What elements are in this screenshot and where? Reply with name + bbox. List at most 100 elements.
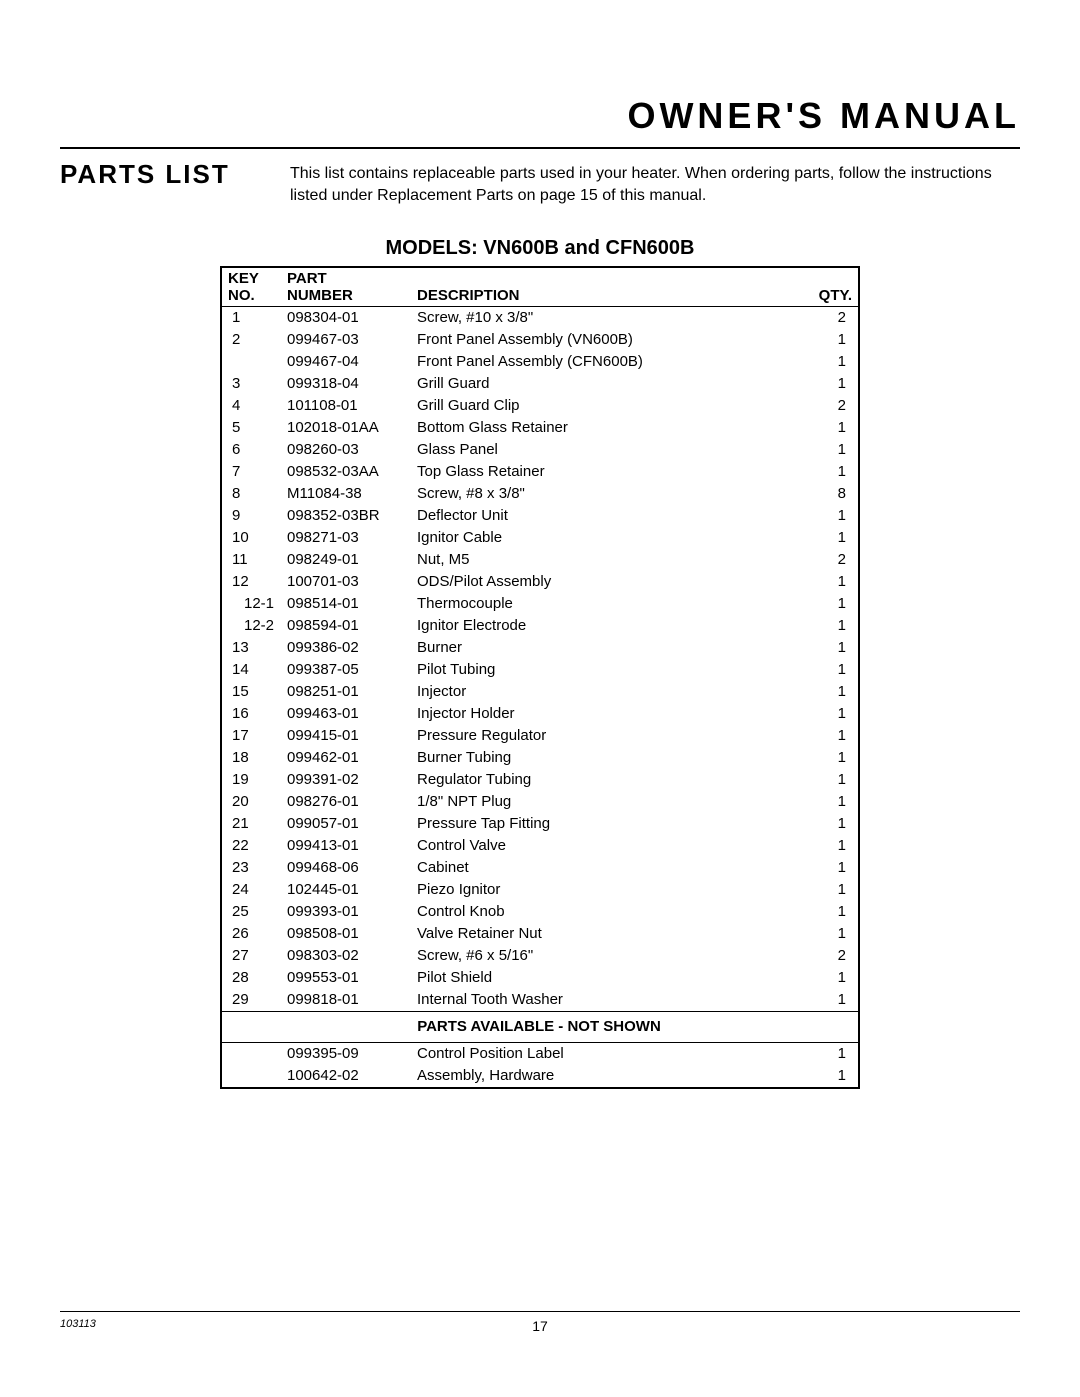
cell-partnum: 098276-01 bbox=[281, 791, 411, 813]
doc-id: 103113 bbox=[60, 1318, 96, 1332]
cell-qty: 1 bbox=[804, 923, 859, 945]
cell-desc: Pilot Tubing bbox=[411, 659, 804, 681]
cell-qty: 1 bbox=[804, 857, 859, 879]
cell-desc: Bottom Glass Retainer bbox=[411, 417, 804, 439]
cell-qty: 2 bbox=[804, 307, 859, 330]
cell-qty: 1 bbox=[804, 1043, 859, 1066]
table-row: 23099468-06Cabinet1 bbox=[221, 857, 859, 879]
cell-key: 24 bbox=[221, 879, 281, 901]
header-partnum: PART NUMBER bbox=[281, 267, 411, 307]
intro-line1: This list contains replaceable parts use… bbox=[290, 165, 992, 182]
cell-desc: Top Glass Retainer bbox=[411, 461, 804, 483]
cell-desc: Grill Guard bbox=[411, 373, 804, 395]
cell-desc: Pilot Shield bbox=[411, 967, 804, 989]
table-row: 18099462-01Burner Tubing1 bbox=[221, 747, 859, 769]
table-row: 099395-09Control Position Label1 bbox=[221, 1043, 859, 1066]
cell-qty: 1 bbox=[804, 505, 859, 527]
table-row: 21099057-01Pressure Tap Fitting1 bbox=[221, 813, 859, 835]
cell-qty: 1 bbox=[804, 769, 859, 791]
cell-desc: Ignitor Electrode bbox=[411, 615, 804, 637]
cell-partnum: 099387-05 bbox=[281, 659, 411, 681]
header-desc: DESCRIPTION bbox=[411, 267, 804, 307]
table-row: 6098260-03Glass Panel1 bbox=[221, 439, 859, 461]
cell-partnum: 099467-03 bbox=[281, 329, 411, 351]
cell-desc: Valve Retainer Nut bbox=[411, 923, 804, 945]
cell-partnum: 099318-04 bbox=[281, 373, 411, 395]
cell-partnum: 099463-01 bbox=[281, 703, 411, 725]
header-qty: QTY. bbox=[804, 267, 859, 307]
cell-partnum: 099057-01 bbox=[281, 813, 411, 835]
cell-key: 4 bbox=[221, 395, 281, 417]
intro-text: This list contains replaceable parts use… bbox=[290, 159, 992, 207]
cell-partnum: 099395-09 bbox=[281, 1043, 411, 1066]
cell-key: 16 bbox=[221, 703, 281, 725]
cell-desc: Grill Guard Clip bbox=[411, 395, 804, 417]
cell-partnum: 099391-02 bbox=[281, 769, 411, 791]
cell-desc: Control Knob bbox=[411, 901, 804, 923]
table-row: 099467-04Front Panel Assembly (CFN600B)1 bbox=[221, 351, 859, 373]
cell-key: 12-2 bbox=[221, 615, 281, 637]
table-row: 26098508-01Valve Retainer Nut1 bbox=[221, 923, 859, 945]
table-row: 5102018-01AABottom Glass Retainer1 bbox=[221, 417, 859, 439]
cell-key: 29 bbox=[221, 989, 281, 1012]
cell-desc: Screw, #6 x 5/16" bbox=[411, 945, 804, 967]
cell-qty: 1 bbox=[804, 461, 859, 483]
cell-partnum: 099553-01 bbox=[281, 967, 411, 989]
cell-partnum: 099386-02 bbox=[281, 637, 411, 659]
cell-desc: Front Panel Assembly (CFN600B) bbox=[411, 351, 804, 373]
cell-desc: Pressure Regulator bbox=[411, 725, 804, 747]
cell-key: 5 bbox=[221, 417, 281, 439]
table-row: 14099387-05Pilot Tubing1 bbox=[221, 659, 859, 681]
cell-partnum: 099468-06 bbox=[281, 857, 411, 879]
cell-key: 1 bbox=[221, 307, 281, 330]
cell-qty: 1 bbox=[804, 1065, 859, 1088]
cell-key: 2 bbox=[221, 329, 281, 351]
cell-desc: Piezo Ignitor bbox=[411, 879, 804, 901]
table-row: 13099386-02Burner1 bbox=[221, 637, 859, 659]
cell-desc: Regulator Tubing bbox=[411, 769, 804, 791]
cell-desc: Deflector Unit bbox=[411, 505, 804, 527]
table-row: 2099467-03Front Panel Assembly (VN600B)1 bbox=[221, 329, 859, 351]
intro-line2c: on page 15 of this manual. bbox=[513, 187, 706, 204]
table-row: 16099463-01Injector Holder1 bbox=[221, 703, 859, 725]
cell-key: 21 bbox=[221, 813, 281, 835]
cell-partnum: 098304-01 bbox=[281, 307, 411, 330]
cell-key: 11 bbox=[221, 549, 281, 571]
cell-partnum: 099413-01 bbox=[281, 835, 411, 857]
cell-desc: Glass Panel bbox=[411, 439, 804, 461]
table-row: 25099393-01Control Knob1 bbox=[221, 901, 859, 923]
table-row: 15098251-01Injector1 bbox=[221, 681, 859, 703]
cell-desc: Burner bbox=[411, 637, 804, 659]
cell-qty: 2 bbox=[804, 395, 859, 417]
cell-key: 15 bbox=[221, 681, 281, 703]
cell-key: 13 bbox=[221, 637, 281, 659]
cell-desc: Ignitor Cable bbox=[411, 527, 804, 549]
models-title: MODELS: VN600B and CFN600B bbox=[220, 237, 860, 260]
cell-key: 19 bbox=[221, 769, 281, 791]
cell-partnum: 099462-01 bbox=[281, 747, 411, 769]
cell-partnum: 102018-01AA bbox=[281, 417, 411, 439]
cell-qty: 1 bbox=[804, 659, 859, 681]
cell-partnum: 098594-01 bbox=[281, 615, 411, 637]
cell-key: 8 bbox=[221, 483, 281, 505]
table-row: 4101108-01Grill Guard Clip2 bbox=[221, 395, 859, 417]
cell-qty: 2 bbox=[804, 549, 859, 571]
footer-line bbox=[60, 1311, 1020, 1312]
cell-qty: 1 bbox=[804, 725, 859, 747]
cell-desc: Control Position Label bbox=[411, 1043, 804, 1066]
table-row: 12-1098514-01Thermocouple1 bbox=[221, 593, 859, 615]
cell-partnum: 098249-01 bbox=[281, 549, 411, 571]
cell-qty: 1 bbox=[804, 703, 859, 725]
table-row: 8M11084-38Screw, #8 x 3/8"8 bbox=[221, 483, 859, 505]
cell-key: 10 bbox=[221, 527, 281, 549]
cell-desc: Screw, #10 x 3/8" bbox=[411, 307, 804, 330]
table-row: 10098271-03Ignitor Cable1 bbox=[221, 527, 859, 549]
cell-key: 3 bbox=[221, 373, 281, 395]
page-number: 17 bbox=[532, 1318, 548, 1334]
table-row: 12100701-03ODS/Pilot Assembly1 bbox=[221, 571, 859, 593]
cell-key bbox=[221, 1043, 281, 1066]
cell-partnum: 100701-03 bbox=[281, 571, 411, 593]
cell-desc: Assembly, Hardware bbox=[411, 1065, 804, 1088]
cell-qty: 1 bbox=[804, 835, 859, 857]
cell-desc: Cabinet bbox=[411, 857, 804, 879]
